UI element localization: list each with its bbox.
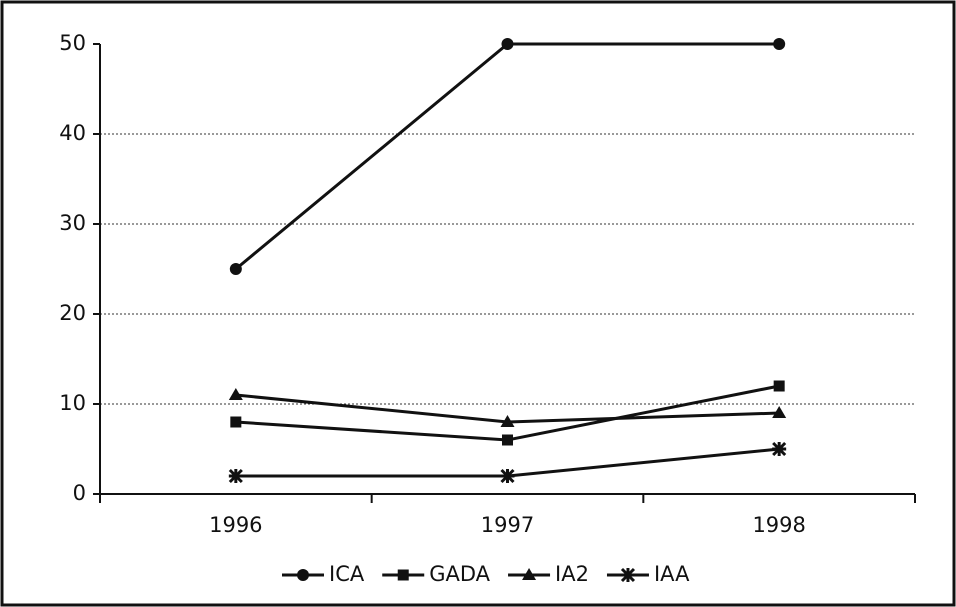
legend-label: IA2 bbox=[555, 562, 589, 586]
marker bbox=[773, 38, 786, 50]
marker bbox=[502, 434, 513, 446]
marker bbox=[397, 569, 409, 581]
legend-item: ICA bbox=[282, 562, 365, 586]
marker bbox=[501, 38, 514, 50]
y-tick-label: 0 bbox=[73, 481, 86, 505]
legend-label: ICA bbox=[329, 562, 365, 586]
y-tick-label: 30 bbox=[59, 211, 86, 235]
legend-label: GADA bbox=[429, 562, 490, 586]
x-tick-label: 1996 bbox=[209, 513, 262, 537]
marker bbox=[228, 388, 243, 400]
y-tick-label: 20 bbox=[59, 301, 86, 325]
marker bbox=[522, 568, 537, 580]
marker bbox=[772, 441, 787, 457]
x-tick-label: 1997 bbox=[481, 513, 534, 537]
marker bbox=[500, 468, 515, 484]
marker bbox=[772, 406, 787, 418]
marker bbox=[500, 415, 515, 427]
marker bbox=[297, 569, 309, 581]
marker bbox=[229, 263, 242, 275]
marker bbox=[620, 567, 636, 583]
y-tick-label: 50 bbox=[59, 31, 86, 55]
legend-label: IAA bbox=[654, 562, 690, 586]
y-tick-label: 10 bbox=[59, 391, 86, 415]
marker bbox=[773, 380, 785, 392]
marker bbox=[228, 468, 243, 484]
legend-item: IA2 bbox=[508, 562, 589, 586]
legend-item: GADA bbox=[382, 562, 491, 586]
y-tick-label: 40 bbox=[59, 121, 86, 145]
x-tick-label: 1998 bbox=[752, 513, 805, 537]
marker bbox=[230, 416, 242, 428]
legend-item: IAA bbox=[606, 562, 690, 586]
